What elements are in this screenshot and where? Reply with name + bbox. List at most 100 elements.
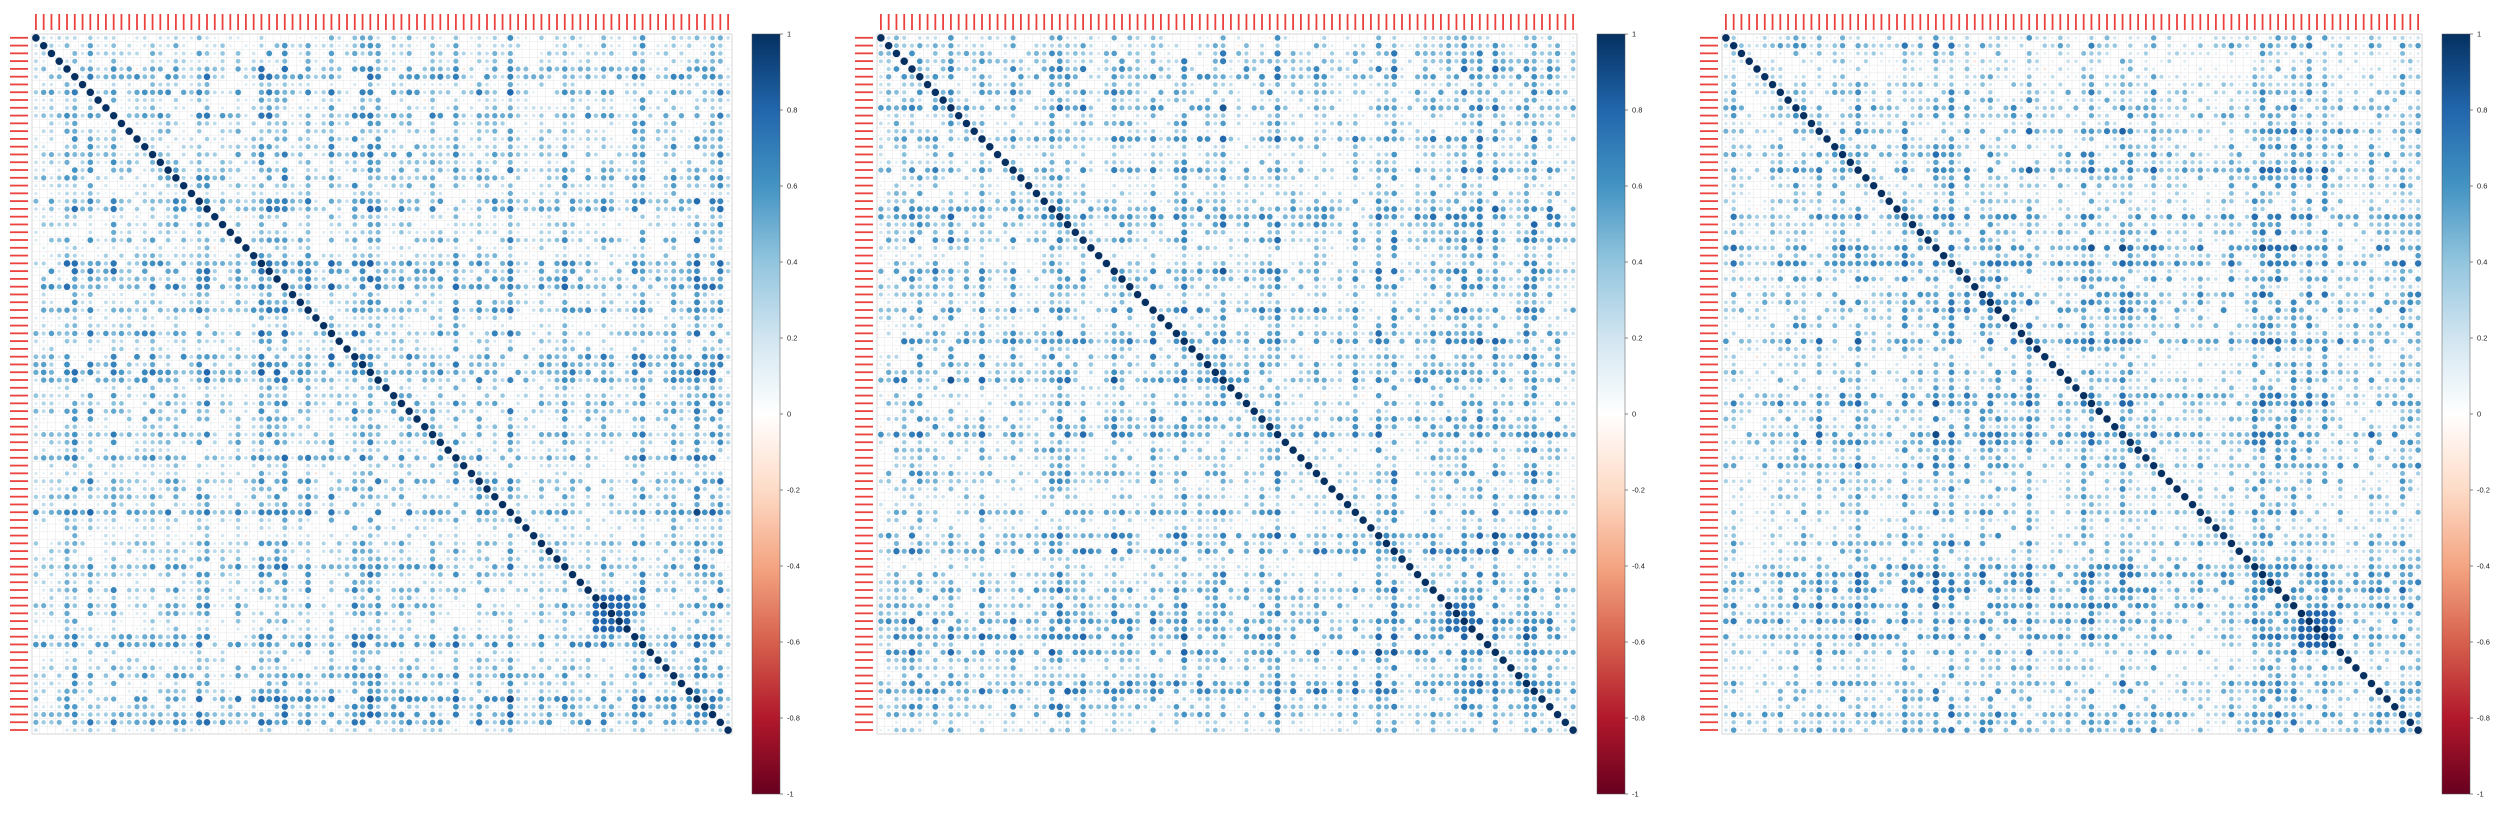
correlation-circle xyxy=(65,52,69,55)
correlation-circle xyxy=(717,74,723,80)
correlation-circle xyxy=(244,261,248,266)
correlation-circle xyxy=(196,74,202,80)
correlation-circle xyxy=(562,50,568,56)
correlation-circle xyxy=(48,198,55,204)
correlation-circle xyxy=(571,448,574,452)
correlation-circle xyxy=(687,222,692,227)
correlation-circle xyxy=(120,59,123,63)
correlation-circle xyxy=(95,377,101,383)
correlation-circle xyxy=(609,137,613,141)
correlation-circle xyxy=(375,97,381,103)
correlation-circle xyxy=(671,136,677,142)
correlation-circle xyxy=(328,198,335,204)
correlation-circle xyxy=(329,292,334,297)
correlation-circle xyxy=(594,90,598,95)
correlation-circle xyxy=(639,377,646,383)
correlation-circle xyxy=(212,90,217,95)
correlation-circle xyxy=(470,230,473,234)
correlation-circle xyxy=(50,262,53,265)
correlation-circle xyxy=(259,447,264,453)
correlation-circle xyxy=(313,377,319,383)
correlation-circle xyxy=(33,408,39,414)
correlation-circle xyxy=(686,89,692,95)
correlation-circle xyxy=(618,107,620,109)
correlation-circle xyxy=(329,160,334,165)
correlation-circle xyxy=(165,128,171,134)
correlation-circle xyxy=(406,369,412,376)
correlation-circle xyxy=(446,223,450,227)
correlation-circle xyxy=(259,229,264,235)
correlation-circle xyxy=(532,152,536,157)
correlation-circle xyxy=(585,432,591,438)
correlation-circle xyxy=(423,137,426,141)
correlation-circle xyxy=(266,401,272,406)
correlation-circle xyxy=(228,394,232,398)
correlation-circle xyxy=(189,98,194,102)
correlation-circle xyxy=(663,432,669,437)
correlation-circle xyxy=(548,270,550,272)
correlation-circle xyxy=(468,260,475,267)
correlation-circle xyxy=(359,35,366,41)
correlation-circle xyxy=(632,90,638,95)
correlation-circle xyxy=(337,121,342,126)
correlation-circle xyxy=(328,143,335,150)
correlation-circle xyxy=(507,283,514,290)
correlation-circle xyxy=(299,418,301,420)
correlation-circle xyxy=(57,277,62,281)
correlation-circle xyxy=(601,35,607,41)
correlation-circle xyxy=(80,440,85,444)
correlation-circle xyxy=(344,51,350,56)
correlation-circle xyxy=(585,74,591,80)
correlation-circle xyxy=(252,215,256,219)
correlation-circle xyxy=(33,393,39,399)
correlation-circle xyxy=(237,138,240,140)
correlation-circle xyxy=(305,229,311,235)
correlation-circle xyxy=(313,440,319,445)
correlation-circle xyxy=(198,324,201,327)
correlation-circle xyxy=(228,276,233,282)
correlation-circle xyxy=(492,432,497,437)
correlation-circle xyxy=(57,191,61,195)
correlation-circle xyxy=(639,431,646,438)
correlation-circle xyxy=(687,43,692,48)
correlation-circle xyxy=(235,299,241,305)
correlation-circle xyxy=(501,401,505,405)
correlation-circle xyxy=(709,361,716,368)
correlation-circle xyxy=(281,306,289,314)
correlation-circle xyxy=(601,424,607,430)
correlation-circle xyxy=(87,136,94,142)
correlation-circle xyxy=(727,294,729,295)
correlation-circle xyxy=(399,315,404,321)
correlation-circle xyxy=(578,98,583,102)
correlation-circle xyxy=(50,215,53,219)
correlation-circle xyxy=(267,214,272,219)
correlation-circle xyxy=(174,292,178,297)
correlation-circle xyxy=(469,90,474,95)
correlation-circle xyxy=(360,408,365,414)
correlation-circle xyxy=(647,307,653,313)
correlation-circle xyxy=(414,261,420,266)
correlation-circle xyxy=(647,284,653,290)
correlation-circle xyxy=(422,284,428,290)
correlation-circle xyxy=(127,184,131,188)
correlation-circle xyxy=(515,284,521,290)
correlation-circle xyxy=(165,222,171,228)
correlation-circle xyxy=(384,161,388,164)
correlation-circle xyxy=(657,114,660,117)
correlation-circle xyxy=(670,424,677,430)
correlation-circle xyxy=(33,432,38,437)
correlation-circle xyxy=(315,138,317,140)
correlation-circle xyxy=(88,214,93,219)
correlation-circle xyxy=(587,84,589,86)
correlation-circle xyxy=(328,35,335,41)
correlation-circle xyxy=(282,128,288,134)
correlation-circle xyxy=(369,332,372,335)
correlation-circle xyxy=(383,152,389,157)
correlation-circle xyxy=(81,223,84,226)
correlation-circle xyxy=(80,191,85,196)
correlation-circle xyxy=(665,83,667,86)
correlation-circle xyxy=(173,43,179,49)
correlation-circle xyxy=(585,199,591,204)
correlation-circle xyxy=(72,284,78,290)
correlation-circle xyxy=(664,223,668,227)
